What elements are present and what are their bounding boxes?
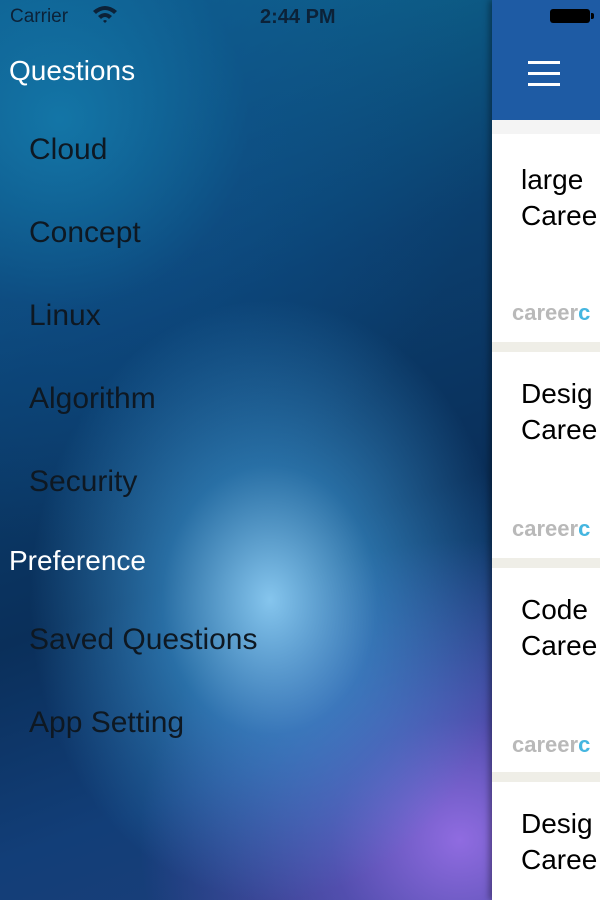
card-title: large	[521, 164, 584, 195]
menu-item-saved-questions[interactable]: Saved Questions	[29, 623, 258, 656]
card-title: Desig	[521, 378, 593, 409]
question-card[interactable]: Desig Caree careerc	[492, 352, 600, 558]
menu-item-app-setting[interactable]: App Setting	[29, 706, 185, 739]
card-subtitle: Caree	[521, 844, 598, 875]
question-card[interactable]: Desig Caree	[492, 782, 600, 900]
card-title: Desig	[521, 808, 593, 839]
card-separator	[492, 558, 600, 568]
side-drawer: Questions Cloud Concept Linux Algorithm …	[0, 0, 492, 900]
menu-item-concept[interactable]: Concept	[29, 216, 141, 249]
card-source-tag: careerc	[512, 300, 591, 325]
list-top-strip	[492, 120, 600, 134]
menu-item-linux[interactable]: Linux	[29, 299, 101, 332]
status-time: 2:44 PM	[260, 6, 336, 28]
card-subtitle: Caree	[521, 630, 598, 661]
card-subtitle: Caree	[521, 200, 598, 231]
question-card[interactable]: large Caree careerc	[492, 134, 600, 342]
card-separator	[492, 772, 600, 782]
card-subtitle: Caree	[521, 414, 598, 445]
menu-item-security[interactable]: Security	[29, 465, 138, 498]
hamburger-menu-icon[interactable]	[528, 61, 560, 87]
menu-item-algorithm[interactable]: Algorithm	[29, 382, 156, 415]
main-panel: large Caree careerc Desig Caree careerc …	[492, 0, 600, 900]
status-bar: Carrier 2:44 PM	[0, 0, 600, 34]
menu-item-cloud[interactable]: Cloud	[29, 133, 108, 166]
section-title-preference: Preference	[9, 545, 146, 576]
card-separator	[492, 342, 600, 352]
wifi-icon	[93, 6, 117, 23]
card-title: Code	[521, 594, 588, 625]
battery-tip	[591, 13, 594, 19]
carrier-label: Carrier	[10, 6, 69, 27]
battery-icon	[550, 9, 590, 23]
section-title-questions: Questions	[9, 55, 136, 86]
card-source-tag: careerc	[512, 516, 591, 541]
card-source-tag: careerc	[512, 732, 591, 757]
question-card[interactable]: Code Caree careerc	[492, 568, 600, 772]
